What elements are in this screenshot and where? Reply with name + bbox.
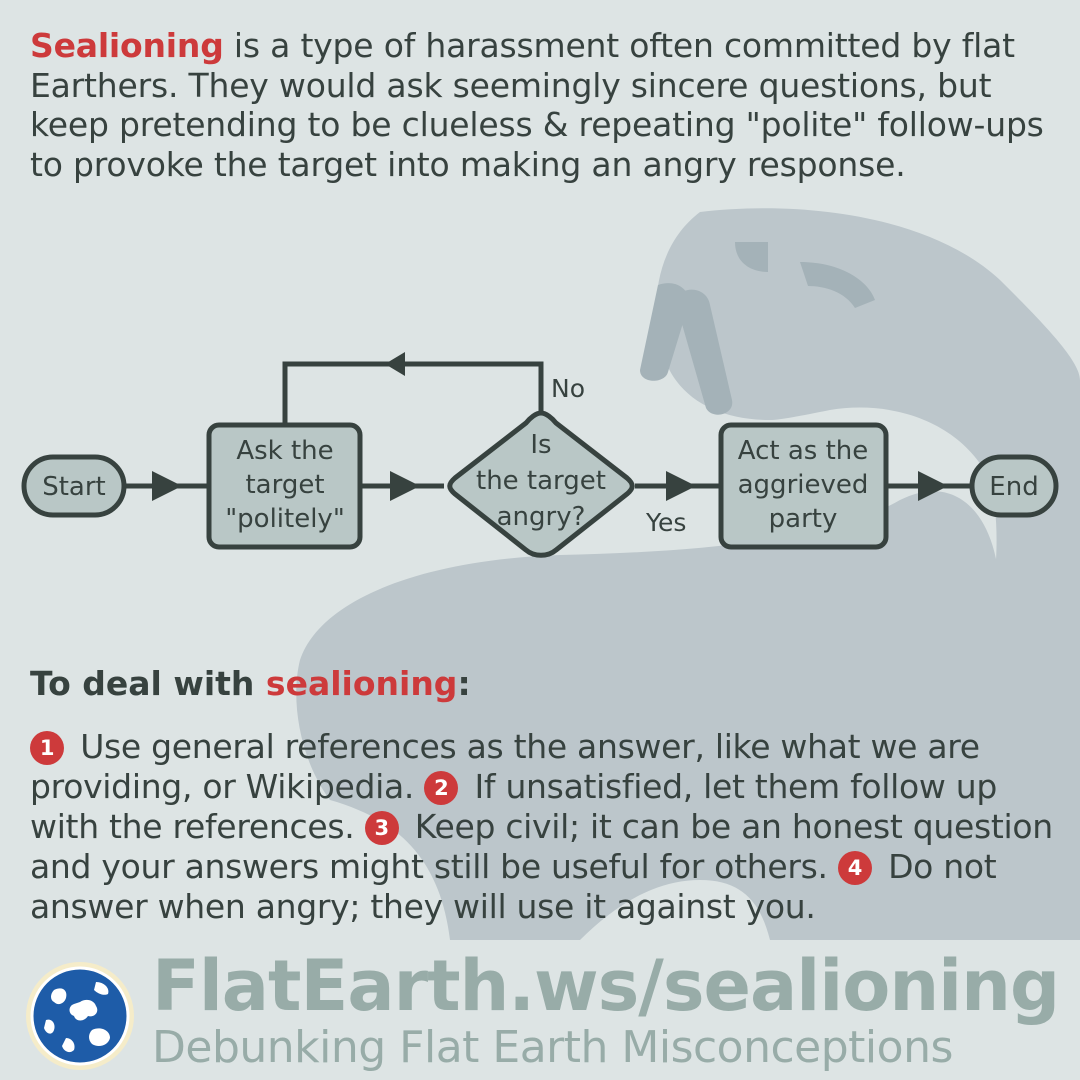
node-act-line-3: party bbox=[769, 504, 838, 534]
node-start-label: Start bbox=[42, 472, 106, 502]
site-url: FlatEarth.ws/sealioning bbox=[152, 945, 1060, 1027]
deal-highlight: sealioning bbox=[265, 664, 458, 703]
deal-prefix: To deal with bbox=[30, 664, 266, 703]
intro-text: is a type of harassment often committed … bbox=[30, 26, 1044, 184]
node-ask-line-1: Ask the bbox=[236, 436, 333, 466]
tip-text-3: Keep civil; it can be an honest question… bbox=[30, 807, 1053, 886]
node-decision bbox=[447, 410, 635, 558]
site-tagline: Debunking Flat Earth Misconceptions bbox=[152, 1022, 953, 1073]
node-act-line-1: Act as the bbox=[738, 436, 869, 466]
tip-number-3: 3 bbox=[364, 811, 399, 845]
node-decision-line-2: the target bbox=[476, 466, 606, 496]
node-decision-line-1: Is bbox=[530, 430, 551, 460]
loop-arrowhead-icon bbox=[385, 352, 405, 376]
node-decision-line-3: angry? bbox=[497, 502, 586, 532]
node-ask-line-3: "politely" bbox=[225, 504, 345, 534]
node-end bbox=[969, 454, 1059, 518]
tip-number-2: 2 bbox=[424, 771, 459, 805]
intro-highlight: Sealioning bbox=[30, 26, 224, 65]
node-act bbox=[718, 422, 889, 550]
node-start bbox=[21, 454, 127, 518]
edge-label-no: No bbox=[551, 374, 585, 403]
tip-number-1: 1 bbox=[30, 731, 64, 765]
tip-text-2: If unsatisfied, let them follow up with … bbox=[30, 767, 998, 846]
tip-text-4: Do not answer when angry; they will use … bbox=[30, 847, 997, 926]
node-act-line-2: aggrieved bbox=[738, 470, 869, 500]
tips-paragraph: 1 Use general references as the answer, … bbox=[30, 727, 1060, 927]
deal-suffix: : bbox=[457, 664, 471, 703]
intro-paragraph: Sealioning is a type of harassment often… bbox=[30, 26, 1060, 184]
deal-heading: To deal with sealioning: bbox=[30, 664, 471, 703]
tip-number-4: 4 bbox=[837, 851, 872, 885]
node-ask-line-2: target bbox=[245, 470, 324, 500]
node-end-label: End bbox=[989, 472, 1038, 502]
edge-no-loop bbox=[282, 361, 544, 424]
node-ask bbox=[206, 422, 363, 550]
tip-text-1: Use general references as the answer, li… bbox=[30, 727, 980, 806]
edge-label-yes: Yes bbox=[645, 508, 686, 537]
flat-earth-logo-icon bbox=[26, 962, 134, 1070]
